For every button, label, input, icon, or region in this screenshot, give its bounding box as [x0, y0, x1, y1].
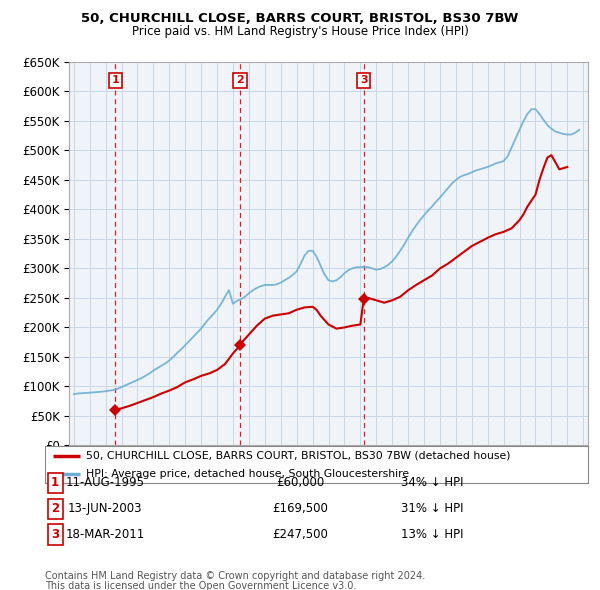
Text: £60,000: £60,000: [276, 476, 324, 489]
Text: Price paid vs. HM Land Registry's House Price Index (HPI): Price paid vs. HM Land Registry's House …: [131, 25, 469, 38]
Text: This data is licensed under the Open Government Licence v3.0.: This data is licensed under the Open Gov…: [45, 581, 356, 590]
Text: 13% ↓ HPI: 13% ↓ HPI: [401, 528, 463, 541]
Text: HPI: Average price, detached house, South Gloucestershire: HPI: Average price, detached house, Sout…: [86, 469, 409, 479]
Text: 13-JUN-2003: 13-JUN-2003: [68, 502, 142, 515]
Text: 1: 1: [112, 76, 119, 86]
Text: 18-MAR-2011: 18-MAR-2011: [65, 528, 145, 541]
Text: 34% ↓ HPI: 34% ↓ HPI: [401, 476, 463, 489]
Text: Contains HM Land Registry data © Crown copyright and database right 2024.: Contains HM Land Registry data © Crown c…: [45, 571, 425, 581]
Text: 50, CHURCHILL CLOSE, BARRS COURT, BRISTOL, BS30 7BW: 50, CHURCHILL CLOSE, BARRS COURT, BRISTO…: [82, 12, 518, 25]
Text: 2: 2: [51, 502, 59, 515]
Text: 31% ↓ HPI: 31% ↓ HPI: [401, 502, 463, 515]
Text: 50, CHURCHILL CLOSE, BARRS COURT, BRISTOL, BS30 7BW (detached house): 50, CHURCHILL CLOSE, BARRS COURT, BRISTO…: [86, 451, 510, 461]
Text: 1: 1: [51, 476, 59, 489]
Text: £247,500: £247,500: [272, 528, 328, 541]
Text: 11-AUG-1995: 11-AUG-1995: [65, 476, 145, 489]
Text: 3: 3: [51, 528, 59, 541]
Text: £169,500: £169,500: [272, 502, 328, 515]
Text: 3: 3: [360, 76, 367, 86]
Text: 2: 2: [236, 76, 244, 86]
